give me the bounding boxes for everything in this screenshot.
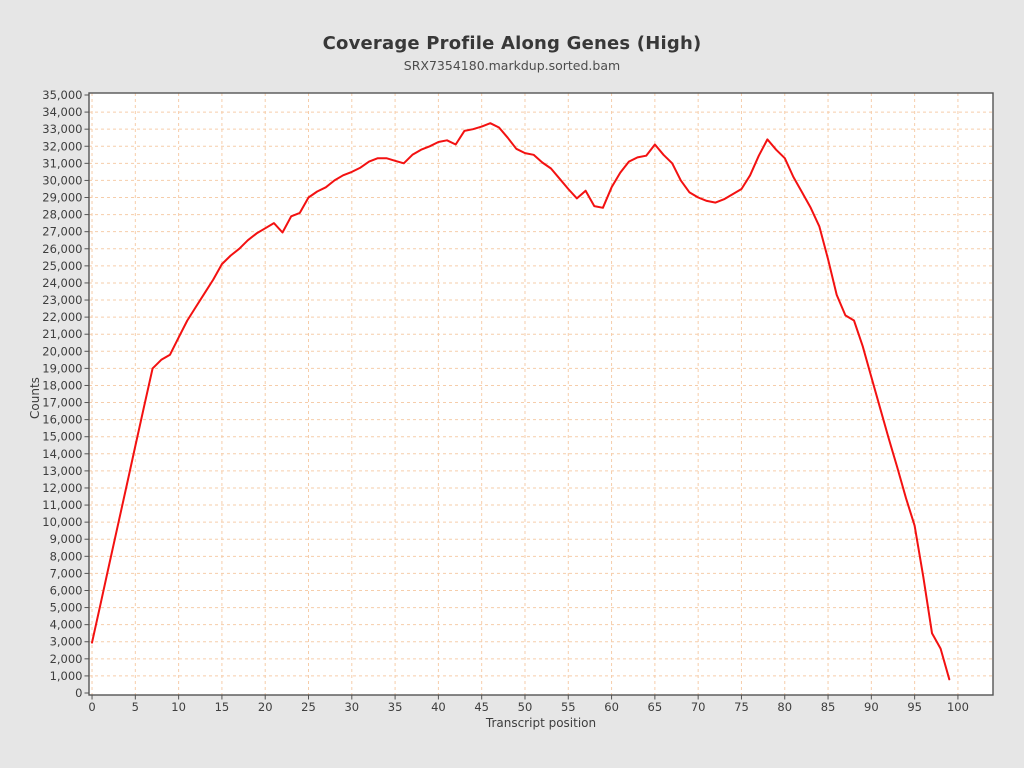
y-tick-label: 15,000 [42, 430, 82, 444]
x-tick-label: 100 [947, 700, 969, 714]
y-tick-label: 24,000 [42, 276, 82, 290]
y-tick-label: 1,000 [50, 669, 83, 683]
y-tick-label: 11,000 [42, 498, 82, 512]
x-tick-label: 70 [691, 700, 706, 714]
x-tick-label: 65 [648, 700, 663, 714]
y-tick-label: 25,000 [42, 259, 82, 273]
y-tick-label: 5,000 [50, 601, 83, 615]
y-tick-label: 4,000 [50, 618, 83, 632]
y-axis-title: Counts [28, 377, 42, 419]
x-tick-label: 55 [561, 700, 576, 714]
y-tick-label: 10,000 [42, 515, 82, 529]
x-tick-label: 45 [474, 700, 489, 714]
y-tick-label: 7,000 [50, 566, 83, 580]
x-tick-label: 40 [431, 700, 446, 714]
y-tick-label: 21,000 [42, 327, 82, 341]
x-tick-label: 85 [821, 700, 836, 714]
y-tick-label: 18,000 [42, 378, 82, 392]
y-tick-label: 29,000 [42, 191, 82, 205]
y-tick-label: 9,000 [50, 532, 83, 546]
y-tick-label: 26,000 [42, 242, 82, 256]
y-tick-label: 2,000 [50, 652, 83, 666]
y-tick-label: 22,000 [42, 310, 82, 324]
y-tick-label: 34,000 [42, 105, 82, 119]
y-tick-labels: 0 1,000 2,000 3,000 4,000 5,000 6,000 7,000 8,00… [42, 88, 82, 700]
chart-title: Coverage Profile Along Genes (High) [322, 33, 702, 54]
x-tick-label: 60 [604, 700, 619, 714]
x-tick-label: 75 [734, 700, 749, 714]
y-tick-label: 13,000 [42, 464, 82, 478]
x-tick-label: 25 [301, 700, 316, 714]
y-tick-label: 30,000 [42, 173, 82, 187]
y-tick-label: 20,000 [42, 344, 82, 358]
x-tick-label: 50 [518, 700, 533, 714]
y-tick-label: 19,000 [42, 361, 82, 375]
x-tick-label: 35 [388, 700, 403, 714]
x-tick-label: 90 [864, 700, 879, 714]
y-tick-label: 27,000 [42, 225, 82, 239]
x-tick-label: 30 [344, 700, 359, 714]
x-tick-label: 5 [132, 700, 139, 714]
y-tick-label: 12,000 [42, 481, 82, 495]
y-tick-label: 3,000 [50, 635, 83, 649]
y-tick-label: 17,000 [42, 396, 82, 410]
y-tick-label: 35,000 [42, 88, 82, 102]
y-tick-label: 16,000 [42, 413, 82, 427]
x-tick-label: 80 [777, 700, 792, 714]
y-tick-label: 31,000 [42, 156, 82, 170]
y-tick-label: 0 [75, 686, 82, 700]
plot-border [88, 92, 994, 696]
y-tick-label: 8,000 [50, 549, 83, 563]
x-tick-label: 20 [258, 700, 273, 714]
coverage-line [91, 122, 951, 681]
x-tick-label: 95 [907, 700, 922, 714]
chart-subtitle: SRX7354180.markdup.sorted.bam [403, 58, 621, 73]
axis-tick-marks [84, 94, 959, 700]
y-tick-label: 28,000 [42, 208, 82, 222]
y-tick-label: 23,000 [42, 293, 82, 307]
x-axis-title: Transcript position [485, 716, 596, 730]
x-tick-labels: 0 5 10 15 20 25 30 35 40 45 50 55 60 65 70 75 80 85 90 95 10… [88, 700, 969, 714]
x-tick-label: 0 [88, 700, 95, 714]
x-tick-label: 10 [171, 700, 186, 714]
y-tick-label: 32,000 [42, 139, 82, 153]
x-tick-label: 15 [215, 700, 230, 714]
plot-area [89, 93, 993, 695]
y-tick-label: 6,000 [50, 583, 83, 597]
y-tick-label: 33,000 [42, 122, 82, 136]
y-tick-label: 14,000 [42, 447, 82, 461]
gridlines [89, 93, 993, 695]
